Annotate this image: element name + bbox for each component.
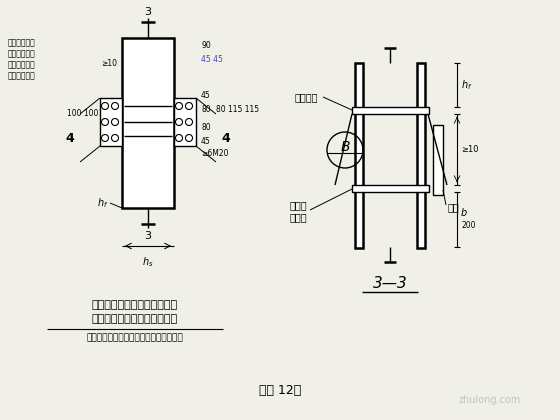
Text: （笱壁采用全燕透的坡口对接焊缝连接）: （笱壁采用全燕透的坡口对接焊缝连接） [87, 333, 183, 342]
Text: 100 100: 100 100 [67, 108, 98, 118]
Text: 80: 80 [201, 123, 211, 132]
Bar [433, 125, 443, 195]
Text: 4: 4 [66, 131, 74, 144]
Text: 45: 45 [201, 137, 211, 147]
Text: 3: 3 [144, 7, 152, 17]
Text: 下柱顶: 下柱顶 [290, 200, 307, 210]
Text: （图 12）: （图 12） [259, 383, 301, 396]
Bar [417, 63, 425, 248]
Text: $h_s$: $h_s$ [142, 255, 154, 269]
Text: 耳板: 耳板 [448, 202, 460, 212]
Text: 3: 3 [144, 231, 152, 241]
Text: 80: 80 [201, 105, 211, 115]
Text: ≥10: ≥10 [461, 145, 478, 154]
Text: 80 115 115: 80 115 115 [216, 105, 259, 115]
Text: $h_f$: $h_f$ [96, 196, 108, 210]
Bar [100, 98, 122, 146]
Text: ≥10: ≥10 [101, 58, 117, 68]
Text: 4: 4 [222, 131, 230, 144]
Text: 在此范围内，: 在此范围内， [8, 38, 36, 47]
Text: b: b [461, 208, 467, 218]
Text: 夹紧固的铝塑: 夹紧固的铝塑 [8, 49, 36, 58]
Bar [355, 63, 363, 248]
Text: ≥6M20: ≥6M20 [201, 150, 228, 158]
Text: 焊缝应采用全: 焊缝应采用全 [8, 60, 36, 69]
Text: 90: 90 [201, 42, 211, 50]
Bar [352, 185, 429, 192]
Text: 上柱隔板: 上柱隔板 [295, 92, 319, 102]
Text: zhulong.com: zhulong.com [459, 395, 521, 405]
Bar [122, 38, 174, 208]
Bar [174, 98, 196, 146]
Text: 笱形截面柱的工地拼接及设置: 笱形截面柱的工地拼接及设置 [92, 300, 178, 310]
Text: 端隔板: 端隔板 [290, 212, 307, 222]
Text: 200: 200 [461, 221, 475, 230]
Text: 45 45: 45 45 [201, 55, 223, 65]
Text: 45: 45 [201, 92, 211, 100]
Text: $h_f$: $h_f$ [461, 78, 473, 92]
Text: 燕透坡口焊。: 燕透坡口焊。 [8, 71, 36, 80]
Text: 3—3: 3—3 [372, 276, 407, 291]
Text: 安装耳板和水平加劲助的构造: 安装耳板和水平加劲助的构造 [92, 314, 178, 324]
Text: B: B [340, 140, 350, 154]
Bar [352, 107, 429, 114]
